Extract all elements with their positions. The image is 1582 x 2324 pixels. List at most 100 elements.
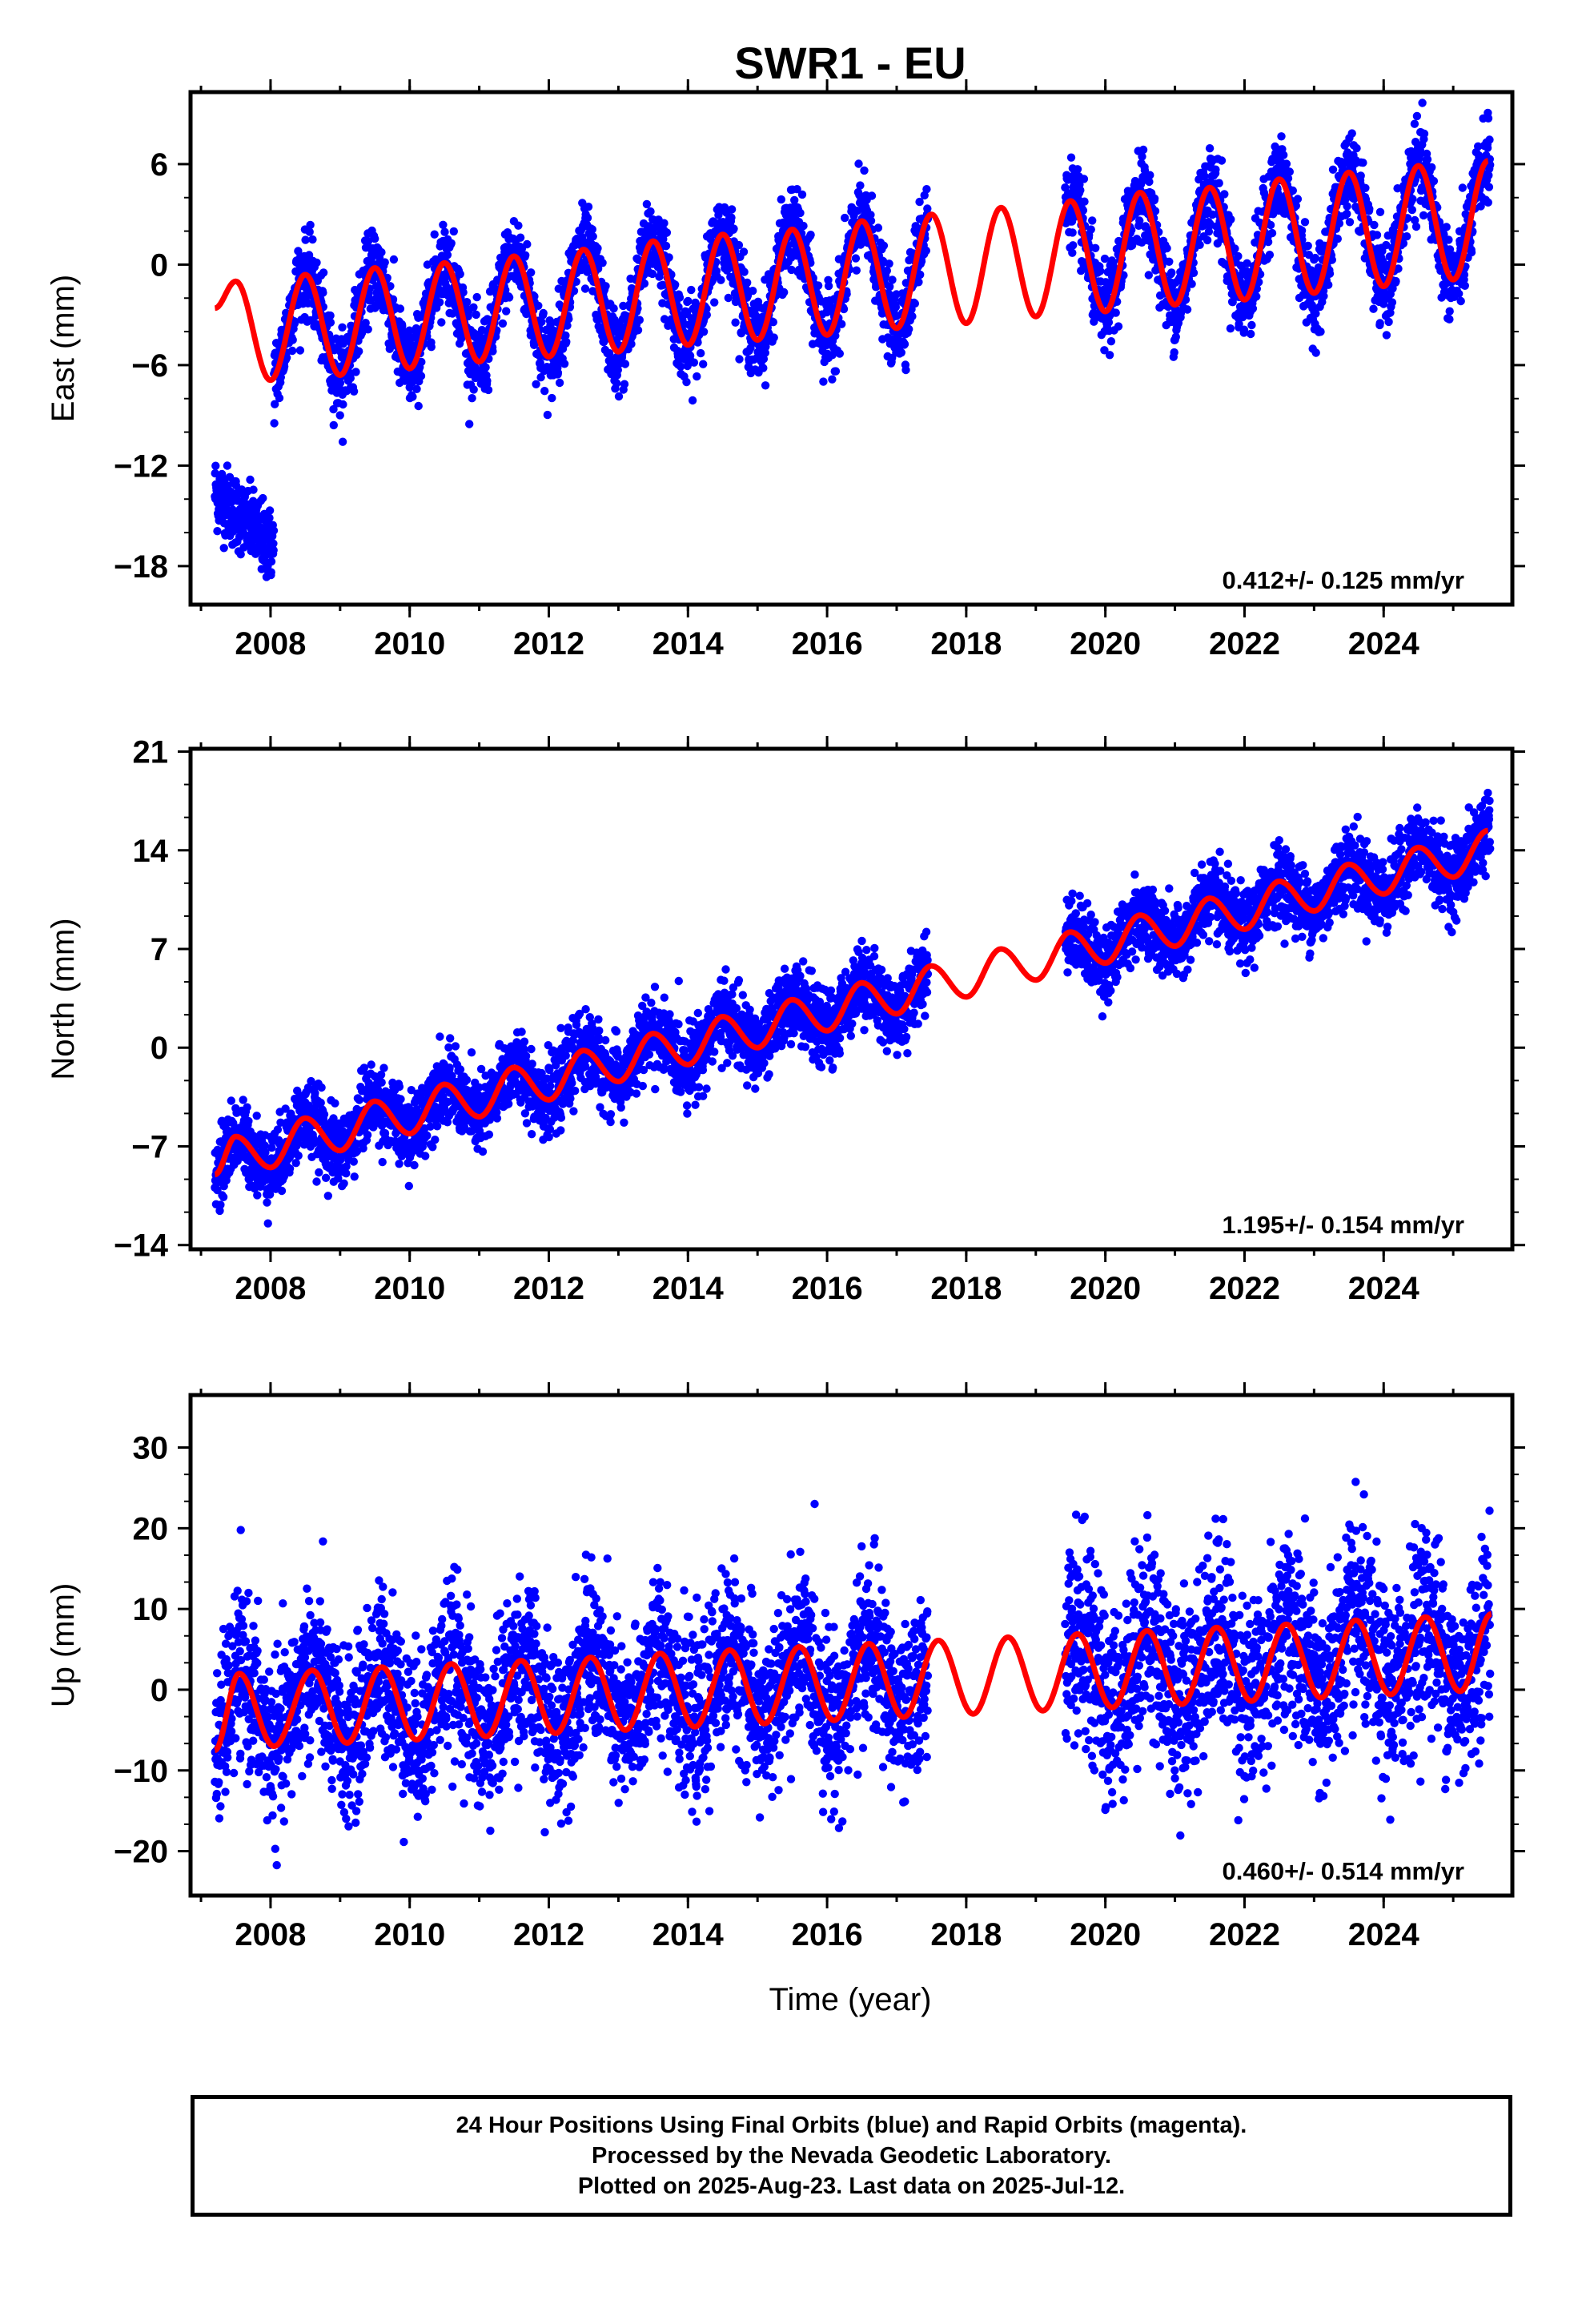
data-point bbox=[386, 282, 395, 291]
data-point bbox=[339, 400, 347, 409]
data-point bbox=[1146, 171, 1154, 179]
data-point bbox=[523, 239, 532, 249]
data-point bbox=[244, 1116, 253, 1126]
data-point bbox=[1484, 183, 1494, 191]
data-point bbox=[389, 255, 399, 264]
data-point bbox=[335, 411, 344, 420]
data-point bbox=[468, 394, 476, 403]
data-point bbox=[430, 230, 439, 239]
data-point bbox=[1412, 111, 1422, 121]
data-point bbox=[1407, 205, 1417, 215]
data-point bbox=[688, 396, 697, 405]
data-point bbox=[604, 348, 614, 358]
data-point bbox=[357, 328, 367, 337]
data-point bbox=[699, 328, 709, 336]
data-point bbox=[1429, 176, 1439, 186]
data-point bbox=[740, 267, 749, 276]
data-point bbox=[1324, 280, 1333, 289]
data-point bbox=[1106, 337, 1116, 346]
data-point bbox=[797, 190, 807, 199]
panel-east: 2008 2010 2012 2014 2016 2018 2020 2022 202460−6… bbox=[46, 79, 1525, 661]
data-point bbox=[472, 292, 481, 302]
data-point bbox=[739, 247, 749, 256]
data-point bbox=[449, 227, 458, 236]
data-point bbox=[412, 384, 421, 393]
data-point bbox=[609, 304, 618, 313]
data-point bbox=[483, 376, 492, 385]
data-point bbox=[329, 420, 338, 430]
data-point bbox=[1220, 190, 1229, 199]
data-point bbox=[761, 381, 770, 390]
data-point bbox=[729, 224, 738, 233]
data-point bbox=[236, 550, 245, 559]
x-tick-label: 2016 bbox=[792, 626, 863, 661]
data-point bbox=[319, 268, 328, 277]
data-point bbox=[1445, 315, 1454, 324]
data-point bbox=[856, 181, 865, 190]
data-point bbox=[346, 374, 355, 383]
y-tick-label: 0 bbox=[151, 247, 168, 283]
data-point bbox=[263, 1198, 271, 1207]
data-point bbox=[396, 304, 405, 313]
data-point bbox=[620, 380, 629, 388]
data-point bbox=[1467, 247, 1476, 257]
data-point bbox=[1066, 153, 1076, 162]
data-point bbox=[477, 325, 487, 335]
data-point bbox=[922, 185, 931, 194]
data-point bbox=[910, 299, 920, 308]
data-point bbox=[743, 278, 752, 287]
x-tick-label: 2024 bbox=[1348, 626, 1420, 661]
data-point bbox=[246, 475, 255, 485]
data-point bbox=[265, 513, 274, 522]
data-point bbox=[282, 353, 291, 362]
data-point bbox=[1402, 232, 1411, 241]
data-point bbox=[1328, 165, 1338, 174]
data-point bbox=[1382, 331, 1391, 340]
data-point bbox=[1267, 228, 1277, 238]
data-point bbox=[253, 1191, 262, 1200]
data-point bbox=[1387, 298, 1397, 307]
data-point bbox=[717, 275, 725, 284]
data-point bbox=[1150, 194, 1159, 203]
data-point bbox=[749, 287, 757, 296]
data-point bbox=[687, 285, 696, 295]
data-point bbox=[1248, 304, 1258, 313]
data-point bbox=[662, 228, 672, 237]
data-point bbox=[267, 568, 275, 577]
data-point bbox=[642, 199, 652, 209]
data-point bbox=[813, 281, 823, 290]
data-point bbox=[860, 166, 869, 175]
data-point bbox=[555, 378, 564, 388]
data-point bbox=[338, 323, 347, 332]
data-point bbox=[301, 235, 310, 244]
data-point bbox=[561, 331, 570, 340]
data-point bbox=[835, 349, 845, 358]
data-point bbox=[219, 1192, 228, 1202]
data-point bbox=[828, 375, 837, 384]
x-tick-label: 2022 bbox=[1209, 626, 1280, 661]
data-point bbox=[727, 205, 737, 214]
data-point bbox=[588, 225, 596, 234]
data-point bbox=[914, 278, 923, 287]
data-point bbox=[646, 207, 655, 216]
data-point bbox=[1088, 216, 1097, 225]
data-point bbox=[799, 221, 808, 231]
data-point bbox=[916, 270, 925, 279]
data-point bbox=[682, 377, 691, 387]
data-point bbox=[1325, 269, 1335, 278]
panel-north: 2008 2010 2012 2014 2016 2018 2020 2022 20242114… bbox=[46, 735, 1525, 1306]
data-point bbox=[459, 287, 468, 297]
data-point bbox=[1361, 183, 1370, 192]
data-point bbox=[326, 318, 335, 327]
data-point bbox=[759, 364, 768, 372]
data-point bbox=[1418, 99, 1427, 107]
data-point bbox=[1345, 218, 1355, 227]
data-point bbox=[819, 377, 828, 386]
data-point bbox=[312, 258, 321, 267]
data-point bbox=[583, 213, 592, 223]
data-point bbox=[363, 236, 373, 246]
data-point bbox=[1170, 348, 1178, 357]
data-point bbox=[1333, 235, 1343, 243]
data-point bbox=[1226, 324, 1235, 333]
